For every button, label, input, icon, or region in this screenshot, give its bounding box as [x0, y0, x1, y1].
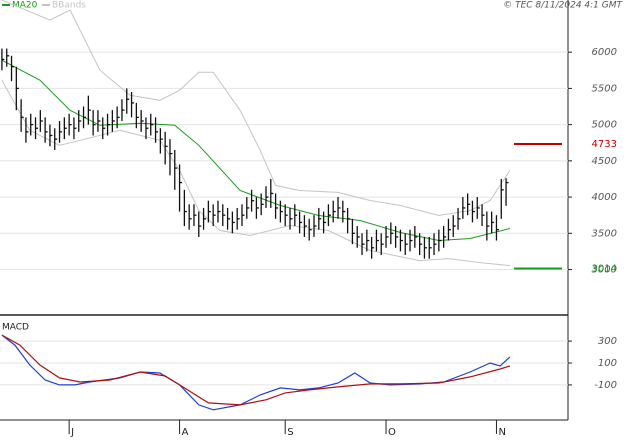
macd-title: MACD: [2, 323, 29, 333]
legend-label: MA20: [12, 1, 38, 11]
line-1: [1, 0, 511, 217]
y-tick-label: 4000: [592, 192, 617, 203]
y-tick-label: 4500: [592, 156, 617, 167]
band-lower: [1, 79, 510, 267]
y-tick-label: 100: [598, 358, 617, 369]
y-tick-label: 6000: [592, 47, 617, 58]
copyright: © TEC 8/11/2024 4:1 GMT: [503, 1, 623, 11]
legend-label: BBands: [52, 1, 86, 11]
level-label: 4733: [592, 139, 617, 150]
y-tick-label: -100: [594, 380, 617, 391]
x-tick-label: J: [70, 427, 74, 438]
y-tick-label: 5500: [592, 83, 617, 94]
x-tick-label: O: [388, 427, 396, 438]
macd-line-1: [1, 334, 511, 406]
x-tick-label: S: [287, 427, 293, 438]
y-tick-label: 300: [598, 336, 617, 347]
y-tick-label: 3000: [592, 265, 617, 276]
line-0: [1, 59, 511, 242]
y-tick-label: 5000: [592, 120, 617, 131]
x-tick-label: A: [182, 427, 189, 438]
x-tick-label: N: [498, 427, 505, 438]
level-label: 3014: [592, 264, 617, 275]
y-tick-label: 3500: [592, 228, 617, 239]
